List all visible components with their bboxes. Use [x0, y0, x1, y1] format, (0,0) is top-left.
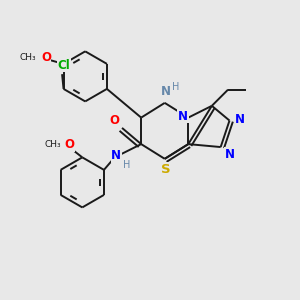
Text: N: N: [224, 148, 235, 161]
Text: H: H: [172, 82, 180, 92]
Text: H: H: [123, 160, 130, 170]
Text: CH₃: CH₃: [44, 140, 61, 149]
Text: Cl: Cl: [57, 59, 70, 72]
Text: N: N: [178, 110, 188, 123]
Text: CH₃: CH₃: [20, 53, 37, 62]
Text: S: S: [161, 163, 171, 176]
Text: N: N: [111, 149, 121, 162]
Text: N: N: [161, 85, 171, 98]
Text: O: O: [41, 52, 51, 64]
Text: O: O: [110, 114, 120, 127]
Text: N: N: [235, 112, 245, 126]
Text: O: O: [64, 139, 74, 152]
